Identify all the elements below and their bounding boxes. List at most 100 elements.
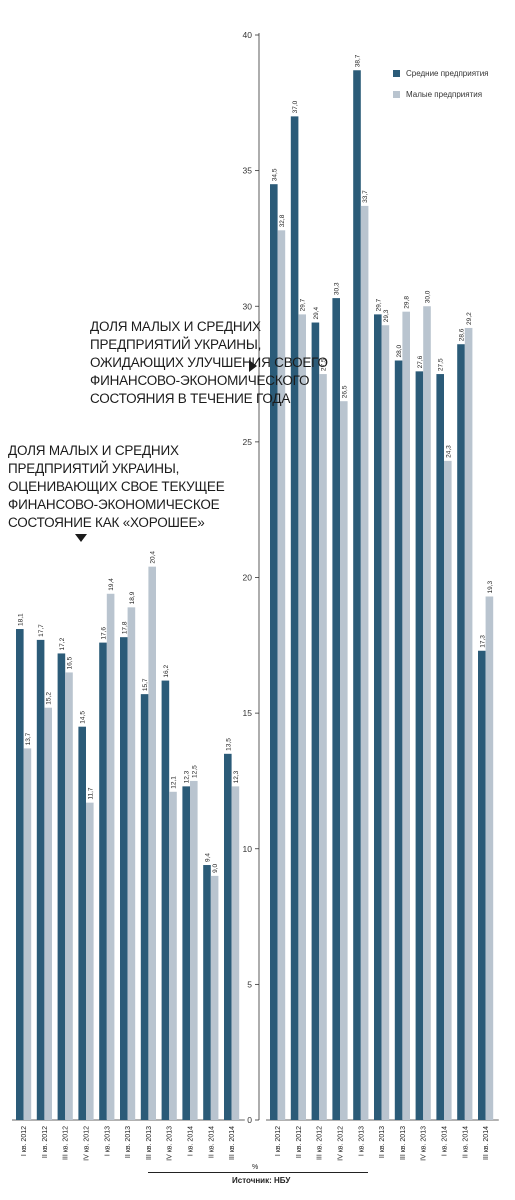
unit-label: % [252,1164,259,1171]
expect-category-label: IV кв. 2013 [421,1126,428,1161]
current-data-label: 13,7 [25,732,32,745]
source-note: Источник: НБУ [232,1176,291,1185]
expect-data-label: 26,5 [341,385,348,398]
expect-data-label: 19,3 [487,580,494,593]
current-bar-medium [99,642,107,1120]
current-bar-medium [161,680,170,1120]
expect-data-label: 27,6 [417,355,424,368]
current-data-label: 9,4 [205,853,212,862]
current-category-label: I кв. 2014 [188,1126,195,1156]
expect-category-label: III кв. 2013 [400,1126,407,1160]
legend-label-medium: Средние предприятия [406,69,489,78]
pointer-down-icon [75,534,87,542]
expect-data-label: 28,6 [459,328,466,341]
expect-bar-small [340,401,348,1120]
current-data-label: 13,5 [225,738,232,751]
expect-y-tick-label: 35 [243,166,253,176]
current-data-label: 17,7 [38,624,45,637]
expect-bar-small [485,596,494,1120]
current-bar-medium [203,865,211,1120]
current-bar-small [231,786,240,1120]
current-data-label: 18,9 [129,591,136,604]
current-data-label: 16,5 [67,656,74,669]
current-bar-small [23,748,32,1120]
current-bar-medium [120,637,128,1120]
current-bar-small [210,875,219,1120]
expect-bar-small [423,306,431,1120]
legend-item-small: Малые предприятия [393,90,482,99]
chart-title-line: состояние как «хорошее» [8,515,205,530]
expect-bar-medium [436,374,444,1120]
chart-title-line: оценивающих свое текущее [8,479,225,494]
expect-bar-small [381,325,390,1120]
expect-data-label: 37,0 [292,100,299,113]
expect-category-label: II кв. 2013 [379,1126,386,1158]
current-bar-medium [16,629,24,1120]
expect-bar-medium [270,184,278,1120]
legend-label-small: Малые предприятия [406,90,483,99]
expect-data-label: 30,0 [425,290,432,303]
current-category-label: II кв. 2012 [42,1126,49,1158]
expect-bar-medium [415,371,424,1121]
expect-data-label: 27,5 [321,358,328,371]
expect-data-label: 32,8 [279,214,286,227]
current-bar-medium [224,753,232,1120]
expect-bar-small [402,311,410,1120]
expect-data-label: 29,2 [466,312,473,325]
current-data-label: 12,3 [184,770,191,783]
current-data-label: 17,2 [59,637,66,650]
expect-bar-medium [394,360,403,1120]
expect-bar-small [360,205,369,1120]
expect-bar-medium [478,650,486,1120]
expect-y-tick-label: 25 [243,437,253,447]
chart-title-line: предприятий Украины, [90,337,262,352]
expect-bar-small [319,374,327,1120]
current-bar-small [190,780,198,1120]
current-category-label: IV кв. 2012 [84,1126,91,1161]
legend-swatch-small [393,91,400,98]
expect-bar-medium [374,314,382,1120]
current-bar-small [86,802,94,1120]
expect-bar-medium [353,70,361,1121]
legend-item-medium: Средние предприятия [393,69,489,78]
current-data-label: 12,1 [171,776,178,789]
current-data-label: 14,5 [80,711,87,724]
expect-y-tick-label: 20 [243,573,253,583]
expect-data-label: 30,3 [334,282,341,295]
expect-data-label: 33,7 [362,190,369,203]
current-data-label: 20,4 [150,551,157,564]
current-bar-medium [182,786,190,1120]
current-bar-small [127,607,136,1120]
current-category-label: II кв. 2013 [125,1126,132,1158]
expect-y-tick-label: 5 [247,979,252,989]
current-data-label: 11,7 [87,787,94,800]
current-bar-small [65,672,73,1120]
chart-title-expectations: Доля малых и средних предприятий Украины,… [90,318,328,408]
expect-data-label: 24,3 [445,445,452,458]
legend-swatch-medium [393,70,400,77]
current-bar-small [169,791,177,1120]
source-divider [148,1172,368,1173]
current-bar-medium [36,639,45,1120]
current-data-label: 17,6 [101,627,108,640]
current-data-label: 9,0 [212,863,219,872]
expect-data-label: 29,3 [383,309,390,322]
current-category-label: III кв. 2012 [63,1126,70,1160]
chart-title-line: финансово-экономического [90,373,310,388]
expect-data-label: 34,5 [271,168,278,181]
expect-bar-small [444,460,452,1120]
current-data-label: 15,2 [46,692,53,705]
expect-data-label: 29,7 [300,298,307,311]
expect-y-tick-label: 30 [243,301,253,311]
expect-category-label: I кв. 2013 [358,1126,365,1156]
expect-bar-medium [457,344,465,1121]
expect-bar-medium [332,298,340,1120]
expect-data-label: 29,7 [375,298,382,311]
current-data-label: 18,1 [17,613,24,626]
expect-category-label: I кв. 2014 [442,1126,449,1156]
current-bar-small [44,707,52,1120]
current-bar-small [148,566,156,1120]
expect-category-label: III кв. 2014 [483,1126,490,1160]
expect-y-tick-label: 10 [243,844,253,854]
